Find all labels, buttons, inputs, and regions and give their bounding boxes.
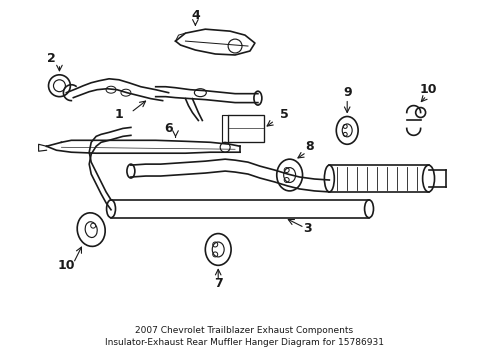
Text: 10: 10 bbox=[419, 83, 436, 96]
Text: 1: 1 bbox=[114, 108, 123, 121]
Text: 6: 6 bbox=[164, 122, 173, 135]
Text: 2007 Chevrolet Trailblazer Exhaust Components: 2007 Chevrolet Trailblazer Exhaust Compo… bbox=[135, 326, 352, 335]
Text: 4: 4 bbox=[191, 9, 200, 22]
Text: 2: 2 bbox=[47, 52, 56, 65]
Bar bbox=[228, 114, 264, 142]
Text: 9: 9 bbox=[342, 86, 351, 99]
Text: 3: 3 bbox=[303, 222, 311, 235]
Text: Insulator-Exhaust Rear Muffler Hanger Diagram for 15786931: Insulator-Exhaust Rear Muffler Hanger Di… bbox=[104, 338, 383, 347]
Text: 5: 5 bbox=[280, 108, 288, 121]
Text: 10: 10 bbox=[58, 259, 75, 272]
Text: 8: 8 bbox=[305, 140, 313, 153]
Text: 7: 7 bbox=[213, 277, 222, 290]
